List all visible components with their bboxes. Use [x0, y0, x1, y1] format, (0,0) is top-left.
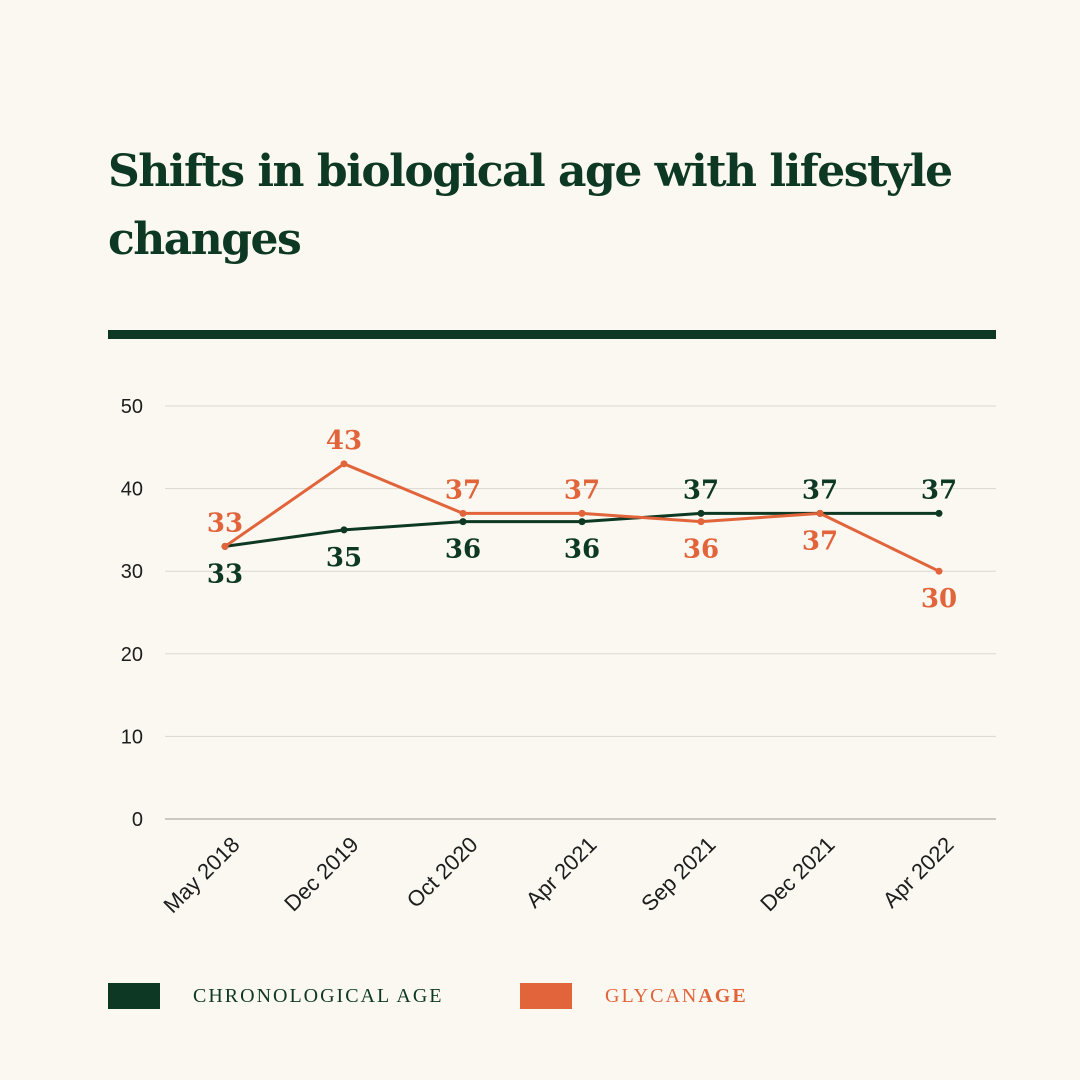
data-labels: 33 35 36 36 37 37 37 33 43 37 37 36 37 30	[207, 426, 957, 614]
point-glycanage	[935, 567, 943, 575]
data-label-glycanage: 36	[683, 535, 719, 565]
data-label-glycanage: 37	[564, 475, 600, 505]
point-chronological-age	[697, 509, 705, 517]
legend-swatch-chronological	[108, 983, 160, 1009]
x-tick-label: May 2018	[159, 832, 245, 918]
point-chronological-age	[935, 509, 943, 517]
point-glycanage	[340, 460, 348, 468]
series-points	[221, 460, 943, 575]
y-tick-40: 40	[121, 479, 143, 501]
point-glycanage	[816, 509, 824, 517]
data-label-glycanage: 37	[445, 475, 481, 505]
data-label-chronological-age: 37	[683, 475, 719, 505]
y-axis-ticks: 0 10 20 30 40 50	[121, 396, 143, 831]
legend-swatch-glycan	[520, 983, 572, 1009]
title-divider	[108, 330, 996, 339]
point-glycanage	[697, 518, 705, 526]
legend-label-glycan: GLYCANAGE	[605, 983, 748, 1009]
data-label-chronological-age: 36	[445, 535, 481, 565]
y-tick-50: 50	[121, 396, 143, 418]
chart-title: Shifts in biological age with lifestyle …	[108, 146, 953, 265]
x-tick-label: Sep 2021	[636, 832, 720, 916]
data-label-chronological-age: 37	[921, 475, 957, 505]
line-chart: 0 10 20 30 40 50 May 2018 Dec 2019 Oct 2020 Apr …	[121, 396, 996, 918]
data-label-glycanage: 37	[802, 526, 838, 556]
data-label-glycanage: 43	[326, 426, 362, 456]
data-label-chronological-age: 33	[207, 559, 243, 589]
x-tick-label: Oct 2020	[402, 832, 483, 913]
x-axis-ticks: May 2018 Dec 2019 Oct 2020 Apr 2021 Sep 2021…	[159, 832, 959, 918]
data-label-chronological-age: 35	[326, 543, 362, 573]
data-label-glycanage: 33	[207, 508, 243, 538]
y-tick-20: 20	[121, 644, 143, 666]
gridlines	[165, 405, 996, 820]
x-tick-label: Dec 2019	[279, 832, 363, 916]
point-chronological-age	[578, 518, 586, 526]
y-tick-10: 10	[121, 726, 143, 748]
x-tick-label: Dec 2021	[755, 832, 839, 916]
point-chronological-age	[340, 526, 348, 534]
point-glycanage	[578, 509, 586, 517]
legend-label-glycan-part2: AGE	[698, 985, 748, 1007]
y-tick-30: 30	[121, 561, 143, 583]
data-label-chronological-age: 36	[564, 535, 600, 565]
data-label-glycanage: 30	[921, 584, 957, 614]
x-tick-label: Apr 2021	[521, 832, 602, 913]
legend-label-glycan-part1: GLYCAN	[605, 985, 699, 1007]
point-glycanage	[221, 542, 229, 550]
point-glycanage	[459, 509, 467, 517]
point-chronological-age	[459, 518, 467, 526]
y-tick-0: 0	[132, 809, 143, 831]
legend-label-chronological: CHRONOLOGICAL AGE	[193, 985, 444, 1007]
x-tick-label: Apr 2022	[878, 832, 959, 913]
data-label-chronological-age: 37	[802, 475, 838, 505]
